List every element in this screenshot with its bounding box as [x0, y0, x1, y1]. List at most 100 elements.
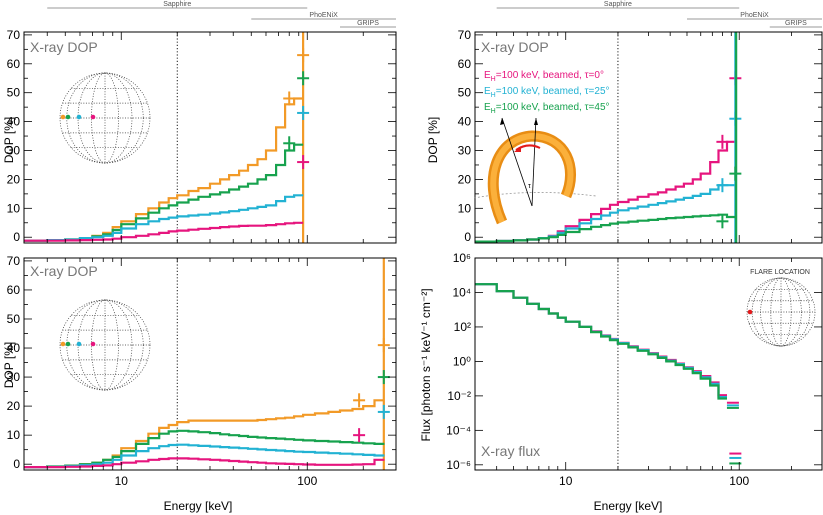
- y-tick-label: 10²: [454, 320, 471, 334]
- series-line-tau25: [475, 184, 736, 243]
- legend-entry-tau45: EH=100 keV, beamed, τ=45°: [484, 102, 610, 115]
- panel-bottom-right: 10 100 10⁻⁶ 10⁻⁴ 10⁻² 10⁰ 10² 10⁴ 10⁶: [446, 251, 823, 488]
- instrument-label: GRIPS: [357, 20, 379, 27]
- y-tick-label: 0: [13, 230, 20, 244]
- flare-position-dot: [90, 114, 96, 120]
- tau-symbol: τ: [528, 183, 531, 190]
- y-tick-label: 70: [7, 254, 21, 268]
- legend: EH=100 keV, beamed, τ=0° EH=100 keV, bea…: [484, 70, 610, 115]
- y-tick-label: 40: [7, 341, 21, 355]
- ylabel-bottom-left: DOP [%]: [2, 342, 16, 388]
- y-tick-label: 10⁴: [452, 285, 471, 299]
- y-tick-label: 30: [458, 144, 472, 158]
- y-tick-label: 70: [458, 28, 472, 42]
- solar-globe-inset: [746, 277, 816, 347]
- vector-line-1: [501, 117, 533, 207]
- panel-top-left: 0 10 20 30 40 50 60 70: [7, 28, 397, 244]
- y-tick-label: 10⁰: [453, 354, 471, 368]
- ylabel-top-left: DOP [%]: [2, 117, 16, 163]
- y-tick-label: 10: [458, 201, 472, 215]
- legend-entry-tau25: EH=100 keV, beamed, τ=25°: [484, 86, 610, 99]
- series-line-tau25: [475, 283, 727, 399]
- y-tick-label: 40: [7, 115, 21, 129]
- x-tick-label: 10: [115, 474, 129, 488]
- y-tick-label: 50: [7, 86, 21, 100]
- instrument-label: PhoENiX: [309, 12, 338, 19]
- instrument-ranges-left: Sapphire PhoENiX GRIPS: [47, 1, 396, 28]
- y-tick-label: 10⁶: [453, 251, 471, 265]
- series-line-tau25: [24, 194, 304, 242]
- xlabel-right: Energy [keV]: [594, 499, 663, 513]
- arrow-head-icon: [534, 118, 538, 125]
- plot-frame: [23, 31, 397, 244]
- y-tick-label: 10⁻⁴: [446, 423, 471, 437]
- panel-label-bottom-right: X-ray flux: [481, 443, 540, 459]
- series-line-tau45: [475, 283, 727, 400]
- y-tick-label: 10: [7, 428, 21, 442]
- y-tick-label: 50: [458, 86, 472, 100]
- ylabel-top-right: DOP [%]: [426, 117, 440, 163]
- flare-position-dot: [65, 114, 71, 120]
- series-line-tau0: [475, 283, 727, 397]
- arrow-head-icon: [500, 118, 504, 125]
- tau-arrow-icon: [514, 146, 521, 152]
- instrument-label: GRIPS: [785, 20, 807, 27]
- x-tick-label: 10: [559, 474, 573, 488]
- instrument-label: Sapphire: [604, 1, 632, 8]
- xlabel-left: Energy [keV]: [164, 499, 233, 513]
- y-tick-label: 10: [7, 201, 21, 215]
- loop-horizon-line: [473, 192, 597, 199]
- series-line-tau25: [24, 443, 385, 469]
- series-line-tau0: [24, 221, 304, 242]
- loop-inner: [490, 132, 574, 224]
- legend-entry-tau0: EH=100 keV, beamed, τ=0°: [484, 70, 604, 83]
- panel-top-right: 0 10 20 30 40 50 60 70: [458, 28, 823, 244]
- panel-label-top-left: X-ray DOP: [30, 39, 98, 55]
- y-tick-label: 70: [7, 28, 21, 42]
- y-tick-label: 50: [7, 312, 21, 326]
- y-tick-label: 0: [13, 457, 20, 471]
- flare-location-title: FLARE LOCATION: [750, 269, 810, 276]
- y-tick-label: 60: [7, 57, 21, 71]
- flare-position-dot: [747, 309, 753, 315]
- series-line-tau45: [24, 429, 385, 469]
- instrument-label: Sapphire: [163, 1, 191, 8]
- y-tick-label: 30: [7, 370, 21, 384]
- plot-frame: [23, 257, 397, 471]
- instrument-label: PhoENiX: [740, 12, 769, 19]
- panel-bottom-left: 10 100 0 10 20 30 40 50 60 70: [7, 254, 397, 488]
- y-tick-label: 10⁻²: [447, 389, 471, 403]
- flare-position-dot: [76, 341, 82, 347]
- y-tick-label: 30: [7, 144, 21, 158]
- y-tick-label: 0: [464, 230, 471, 244]
- flare-position-dot: [60, 341, 66, 347]
- y-tick-label: 10⁻⁶: [446, 458, 471, 472]
- series-line-tau0: [475, 140, 736, 243]
- instrument-ranges-right: Sapphire PhoENiX GRIPS: [496, 1, 822, 28]
- plot-frame: [474, 257, 823, 471]
- solar-globe-inset: [59, 72, 151, 164]
- x-tick-label: 100: [297, 474, 317, 488]
- flare-position-dot: [60, 114, 66, 120]
- series-line-tau0: [24, 457, 385, 469]
- y-tick-label: 20: [458, 172, 472, 186]
- flare-position-dot: [76, 114, 82, 120]
- ylabel-bottom-right: Flux [photon s⁻¹ keV⁻¹ cm⁻²]: [419, 288, 433, 441]
- solar-globe-inset: [59, 299, 151, 391]
- globe-longitude: [760, 277, 802, 347]
- y-tick-label: 20: [7, 172, 21, 186]
- globe-longitude: [91, 72, 119, 164]
- panel-label-top-right: X-ray DOP: [481, 39, 549, 55]
- series-line-base: [24, 399, 385, 469]
- flare-position-dot: [90, 341, 96, 347]
- series-line-tau45: [475, 213, 736, 243]
- vector-line-2: [531, 117, 537, 207]
- y-tick-label: 60: [7, 283, 21, 297]
- loop-diagram: τ: [473, 117, 597, 225]
- y-tick-label: 40: [458, 115, 472, 129]
- panel-label-bottom-left: X-ray DOP: [30, 263, 98, 279]
- globe-longitude: [91, 299, 119, 391]
- y-tick-label: 20: [7, 399, 21, 413]
- y-tick-label: 60: [458, 57, 472, 71]
